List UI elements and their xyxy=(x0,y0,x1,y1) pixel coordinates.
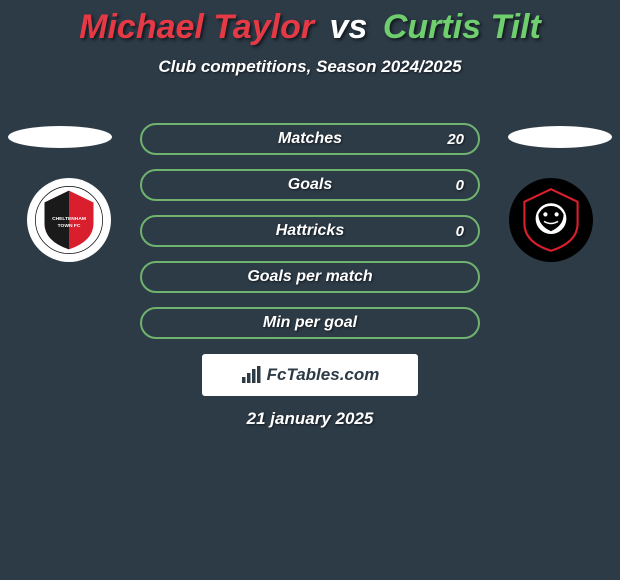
stat-label: Min per goal xyxy=(263,314,357,332)
stat-row-matches: Matches 20 xyxy=(140,123,480,155)
stats-container: Matches 20 Goals 0 Hattricks 0 Goals per… xyxy=(140,123,480,353)
player1-club-badge: CHELTENHAM TOWN FC xyxy=(27,178,111,262)
stat-row-min-per-goal: Min per goal xyxy=(140,307,480,339)
player1-marker-ellipse xyxy=(8,126,112,148)
salford-city-icon xyxy=(516,185,586,255)
stat-label: Goals xyxy=(288,176,332,194)
stat-row-goals: Goals 0 xyxy=(140,169,480,201)
bar-chart-icon xyxy=(241,366,261,384)
stat-label: Matches xyxy=(278,130,342,148)
watermark: FcTables.com xyxy=(202,354,418,396)
stat-label: Goals per match xyxy=(247,268,372,286)
vs-label: vs xyxy=(330,8,368,46)
stat-label: Hattricks xyxy=(276,222,344,240)
svg-text:CHELTENHAM: CHELTENHAM xyxy=(52,216,86,222)
player2-name: Curtis Tilt xyxy=(383,8,541,46)
watermark-text: FcTables.com xyxy=(267,365,380,385)
stat-right-value: 0 xyxy=(456,223,464,240)
player1-name: Michael Taylor xyxy=(79,8,314,46)
player2-marker-ellipse xyxy=(508,126,612,148)
stat-row-hattricks: Hattricks 0 xyxy=(140,215,480,247)
subtitle: Club competitions, Season 2024/2025 xyxy=(0,57,620,77)
date-label: 21 january 2025 xyxy=(0,409,620,429)
svg-text:TOWN FC: TOWN FC xyxy=(58,223,81,229)
page-title: Michael Taylor vs Curtis Tilt xyxy=(0,0,620,47)
stat-right-value: 20 xyxy=(447,131,464,148)
cheltenham-town-icon: CHELTENHAM TOWN FC xyxy=(34,185,104,255)
player2-club-badge xyxy=(509,178,593,262)
stat-right-value: 0 xyxy=(456,177,464,194)
stat-row-goals-per-match: Goals per match xyxy=(140,261,480,293)
